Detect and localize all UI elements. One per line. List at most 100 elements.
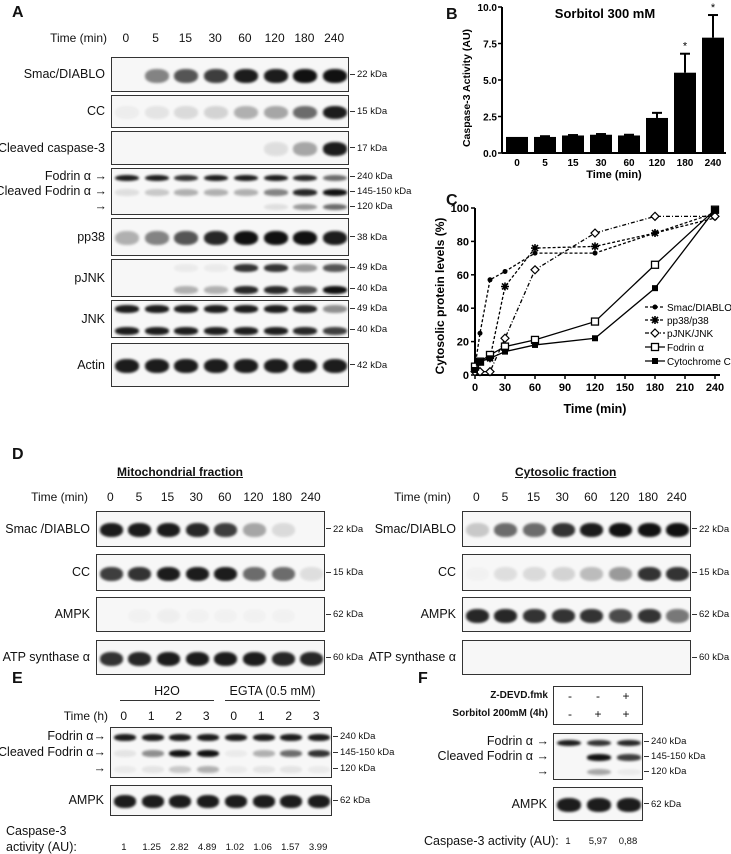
legend-label: pp38/p38	[667, 316, 709, 327]
blot-cyto-smac	[462, 511, 691, 547]
marker-dot	[592, 250, 598, 256]
blot-band	[557, 739, 581, 747]
blot-mito-smac	[96, 511, 325, 547]
blot-band	[263, 68, 288, 83]
bar	[674, 72, 696, 153]
band-label: Cleaved Fodrin α →	[0, 184, 107, 198]
lane-label: -	[568, 707, 572, 721]
molecular-weight-marker: 22 kDa	[692, 524, 729, 535]
blot-band	[263, 174, 288, 182]
blot-band	[128, 651, 152, 666]
y-tick-label: 60	[457, 270, 469, 282]
lane-labels-e: 0 1 2 3 0 1 2 3	[110, 709, 330, 723]
blot-band	[169, 795, 192, 808]
lane-label: 1	[121, 842, 127, 853]
blot-band	[280, 734, 303, 742]
blot-band	[465, 608, 489, 623]
marker-square	[652, 358, 658, 364]
marker-dot	[652, 304, 658, 310]
blot-band	[224, 749, 247, 758]
blot-band	[323, 142, 348, 156]
blot-band	[608, 608, 632, 623]
blot-band	[233, 264, 258, 273]
band-label: Fodrin α →	[486, 734, 549, 749]
molecular-weight-marker: 120 kDa	[644, 766, 686, 777]
lane-label: 2	[175, 709, 183, 723]
lane-label: 30	[555, 490, 569, 504]
blot-band	[587, 754, 611, 761]
blot-band	[157, 566, 180, 581]
blot-band	[252, 765, 275, 773]
blot-band	[494, 566, 518, 581]
blot-band	[323, 231, 348, 245]
blot-band	[174, 305, 199, 314]
blot-label: AMPK	[420, 607, 456, 621]
blot-band	[197, 749, 220, 758]
blot-band	[157, 651, 180, 666]
blot-band	[551, 523, 575, 537]
blot-band	[141, 795, 164, 808]
band-label: →	[536, 763, 550, 778]
blot-band	[214, 566, 238, 581]
marker-square-open	[650, 260, 660, 269]
lane-label: 0	[106, 490, 114, 504]
blot-band	[233, 285, 258, 294]
blot-band	[308, 749, 331, 758]
series-line	[474, 217, 716, 367]
lane-label: 120	[609, 490, 630, 504]
blot-band	[300, 566, 324, 581]
blot-label: CC	[71, 565, 90, 579]
blot-band	[214, 523, 238, 537]
band-label: Cleaved Fodrin α →	[437, 749, 549, 763]
x-tick-label: 30	[595, 158, 607, 169]
blot-label: ATP synthase α	[2, 650, 90, 664]
blot-band	[293, 285, 318, 294]
blot-band	[263, 142, 288, 156]
blot-band	[280, 749, 303, 758]
y-tick-label: 40	[457, 303, 469, 315]
blot-band	[608, 523, 632, 537]
y-tick-label: 7.5	[483, 40, 497, 51]
blot-band	[608, 566, 632, 581]
blot-band	[637, 523, 661, 537]
molecular-weight-marker: 40 kDa	[350, 283, 387, 294]
blot-band	[587, 739, 611, 747]
bar	[562, 135, 584, 153]
blot-label: AMPK	[68, 793, 104, 807]
blot-band	[204, 305, 229, 314]
activity-label-e-line2: activity (AU):	[6, 840, 77, 854]
blot-band	[99, 566, 123, 581]
blot-cyto-ampk	[462, 597, 691, 632]
marker-star	[651, 316, 659, 324]
group-label-egta: EGTA (0.5 mM)	[229, 684, 316, 698]
blot-band	[263, 326, 288, 335]
blot-smac-diablo	[111, 57, 349, 92]
marker-square	[472, 366, 478, 373]
blot-band	[204, 264, 229, 273]
molecular-weight-marker: 62 kDa	[333, 795, 370, 806]
blot-band	[113, 765, 136, 773]
blot-band	[242, 566, 266, 581]
marker-square	[532, 341, 538, 348]
marker-diamond	[500, 333, 510, 344]
blot-band	[144, 231, 169, 245]
blot-band	[551, 608, 575, 623]
y-axis-label: Caspase-3 Activity (AU)	[461, 29, 473, 147]
molecular-weight-marker: 240 kDa	[350, 171, 392, 182]
lane-label: +	[594, 707, 602, 721]
blot-band	[280, 795, 303, 808]
blot-band	[169, 734, 192, 742]
marker-star	[501, 282, 509, 291]
blot-mito-atp-synthase	[96, 640, 325, 675]
blot-cyto-cc	[462, 554, 691, 591]
blot-band	[637, 566, 661, 581]
blot-band	[169, 749, 192, 758]
x-tick-label: 5	[542, 158, 548, 169]
blot-band	[114, 189, 139, 196]
charts-b-c: 0.0 2.5 5.0 7.5 10.0 0 5 15 30 60 120 * 180 * 240 Time …	[433, 2, 731, 416]
blot-band	[580, 566, 604, 581]
blot-label: ATP synthase α	[368, 650, 456, 664]
molecular-weight-marker: 145-150 kDa	[333, 747, 394, 758]
lane-label: 60	[238, 31, 252, 45]
x-tick-label: 240	[705, 158, 722, 169]
